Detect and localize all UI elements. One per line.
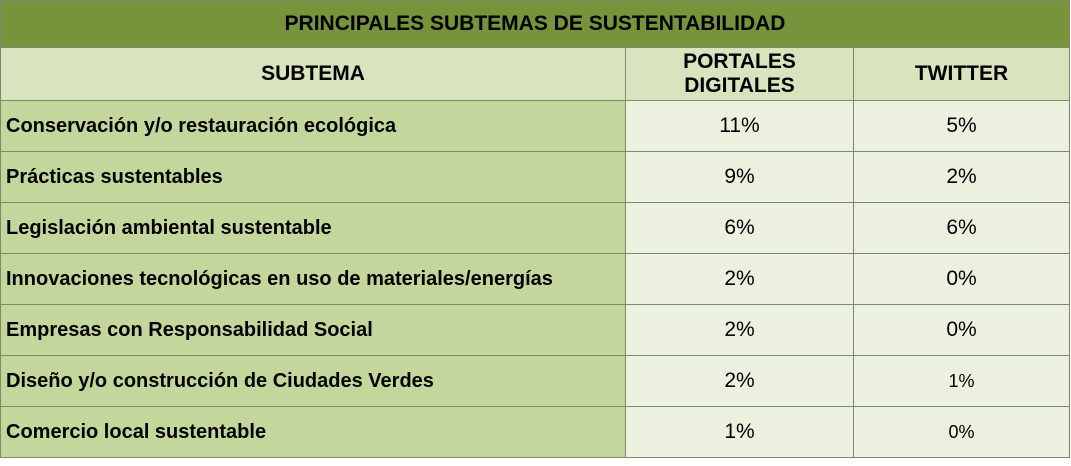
row-label: Empresas con Responsabilidad Social [0,304,626,356]
table-row: Legislación ambiental sustentable 6% 6% [0,202,1071,254]
title-row: PRINCIPALES SUBTEMAS DE SUSTENTABILIDAD [0,0,1071,48]
twitter-value: 1% [852,355,1071,407]
row-label: Innovaciones tecnológicas en uso de mate… [0,253,626,305]
portales-value: 1% [625,406,854,458]
table-row: Prácticas sustentables 9% 2% [0,151,1071,203]
twitter-value: 2% [852,151,1071,203]
table-row: Diseño y/o construcción de Ciudades Verd… [0,355,1071,407]
table-row: Conservación y/o restauración ecológica … [0,100,1071,152]
row-label: Legislación ambiental sustentable [0,202,626,254]
row-label: Conservación y/o restauración ecológica [0,100,626,152]
portales-value: 6% [625,202,854,254]
portales-value: 11% [625,100,854,152]
portales-value: 2% [625,355,854,407]
table-row: Comercio local sustentable 1% 0% [0,406,1071,458]
portales-value: 2% [625,253,854,305]
portales-value: 2% [625,304,854,356]
header-row: SUBTEMA PORTALES DIGITALES TWITTER [0,47,1071,101]
twitter-value: 0% [852,304,1071,356]
table-row: Innovaciones tecnológicas en uso de mate… [0,253,1071,305]
column-header-twitter: TWITTER [852,47,1071,101]
table-row: Empresas con Responsabilidad Social 2% 0… [0,304,1071,356]
twitter-value: 0% [852,406,1071,458]
row-label: Comercio local sustentable [0,406,626,458]
twitter-value: 0% [852,253,1071,305]
column-header-portales-digitales: PORTALES DIGITALES [625,47,854,101]
column-header-subtema: SUBTEMA [0,47,626,101]
table-title: PRINCIPALES SUBTEMAS DE SUSTENTABILIDAD [0,0,1071,48]
row-label: Prácticas sustentables [0,151,626,203]
portales-value: 9% [625,151,854,203]
row-label: Diseño y/o construcción de Ciudades Verd… [0,355,626,407]
twitter-value: 6% [852,202,1071,254]
twitter-value: 5% [852,100,1071,152]
